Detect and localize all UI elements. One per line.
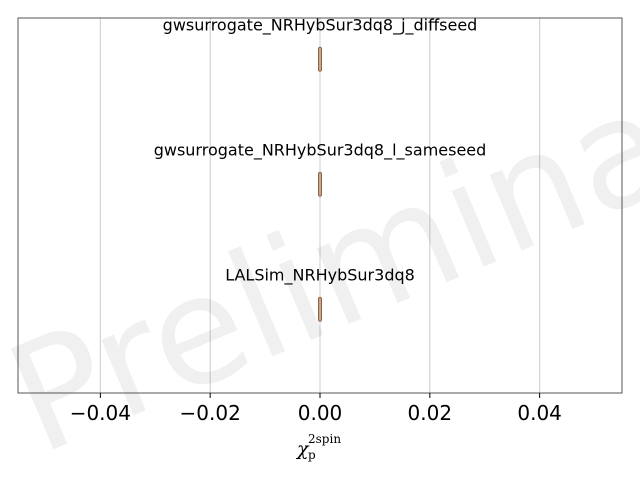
series-label: gwsurrogate_NRHybSur3dq8_j_diffseed <box>163 16 478 36</box>
violin-mark <box>318 296 322 322</box>
gridlines <box>99 18 541 393</box>
x-axis-label-base: χ <box>295 438 310 460</box>
x-tick-label: −0.04 <box>70 401 131 425</box>
x-axis-label: χ p 2spin <box>295 432 341 462</box>
series-labels: gwsurrogate_NRHybSur3dq8_j_diffseedgwsur… <box>154 16 487 286</box>
x-axis-label-superscript: 2spin <box>308 432 341 446</box>
series-label: LALSim_NRHybSur3dq8 <box>225 266 415 286</box>
x-tick-label: 0.04 <box>517 401 562 425</box>
violins <box>318 46 322 322</box>
series-label: gwsurrogate_NRHybSur3dq8_l_sameseed <box>154 141 487 161</box>
x-axis-label-subscript: p <box>308 448 316 462</box>
x-ticks: −0.04 −0.02 0.00 0.02 0.04 <box>70 393 562 425</box>
x-tick-label: 0.00 <box>298 401 343 425</box>
x-tick-label: 0.02 <box>408 401 453 425</box>
x-tick-label: −0.02 <box>180 401 241 425</box>
violin-mark <box>318 171 322 197</box>
violin-mark <box>318 46 322 72</box>
